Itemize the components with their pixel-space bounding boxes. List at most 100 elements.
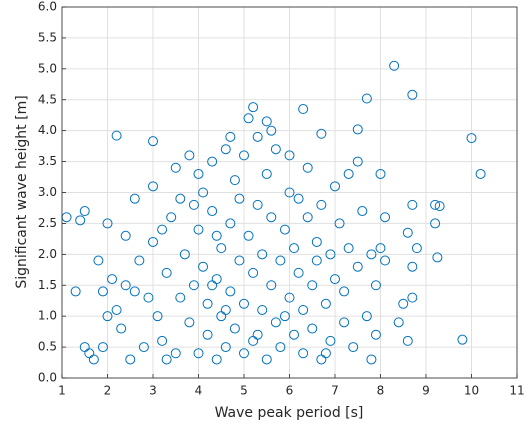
scatter-point xyxy=(243,113,254,124)
scatter-point xyxy=(157,224,168,235)
y-tick-label: 4.0 xyxy=(38,123,57,137)
scatter-point xyxy=(225,286,236,297)
scatter-point xyxy=(220,144,231,155)
y-tick-label: 6.0 xyxy=(38,0,57,14)
scatter-point xyxy=(407,292,418,303)
scatter-point xyxy=(466,133,477,144)
scatter-point xyxy=(75,215,86,226)
scatter-point xyxy=(330,181,340,192)
scatter-point xyxy=(120,280,131,291)
y-tick-label: 2.0 xyxy=(38,247,57,261)
x-tick-label: 10 xyxy=(464,384,479,398)
scatter-point xyxy=(320,348,331,359)
scatter-point xyxy=(207,280,218,291)
x-axis-label: Wave peak period [s] xyxy=(215,405,364,421)
scatter-point xyxy=(257,304,268,315)
scatter-point xyxy=(107,274,118,285)
scatter-point xyxy=(239,150,249,161)
scatter-point xyxy=(298,348,309,359)
y-tick-label: 0.5 xyxy=(38,340,57,354)
scatter-point xyxy=(97,286,108,297)
scatter-point xyxy=(375,168,386,179)
scatter-point xyxy=(111,130,122,141)
scatter-point xyxy=(298,104,309,115)
scatter-point xyxy=(261,168,272,179)
scatter-point xyxy=(97,342,108,353)
scatter-point xyxy=(225,218,236,229)
scatter-point xyxy=(343,168,354,179)
scatter-point xyxy=(411,243,422,254)
scatter-point xyxy=(125,354,136,365)
scatter-point xyxy=(380,255,391,266)
scatter-point xyxy=(148,136,158,147)
scatter-point xyxy=(298,304,309,315)
x-tick-label: 4 xyxy=(195,384,203,398)
scatter-point xyxy=(166,212,177,223)
scatter-point xyxy=(202,298,213,309)
scatter-point xyxy=(293,267,304,278)
tick-labels: 1 2 3 4 5 6 7 8 9 10 11 0.0 0.5 1.0 1.5 2.0 2.5 3.0 3.5 4.0… xyxy=(38,0,525,398)
scatter-point xyxy=(248,102,259,113)
scatter-point xyxy=(375,243,386,254)
scatter-point xyxy=(302,212,313,223)
scatter-point xyxy=(330,274,340,285)
axes-box xyxy=(61,6,518,379)
scatter-point xyxy=(161,354,172,365)
scatter-point xyxy=(284,187,295,198)
scatter-point xyxy=(239,298,249,309)
scatter-point xyxy=(129,193,140,204)
x-tick-label: 6 xyxy=(286,384,294,398)
scatter-point xyxy=(430,218,441,229)
scatter-point xyxy=(193,168,204,179)
scatter-point xyxy=(129,286,140,297)
scatter-point xyxy=(102,218,113,229)
scatter-point xyxy=(216,243,227,254)
scatter-point xyxy=(339,286,350,297)
scatter-point xyxy=(211,354,222,365)
scatter-point xyxy=(407,199,418,210)
scatter-point xyxy=(402,335,413,346)
scatter-point xyxy=(161,267,172,278)
scatter-point xyxy=(102,311,113,322)
scatter-point xyxy=(170,162,181,173)
scatter-point xyxy=(220,342,231,353)
scatter-point xyxy=(402,227,413,238)
scatter-point xyxy=(198,261,209,272)
scatter-point xyxy=(229,175,240,186)
scatter-point xyxy=(234,193,245,204)
scatter-point xyxy=(475,168,486,179)
scatter-point xyxy=(88,354,99,365)
scatter-point xyxy=(302,162,313,173)
scatter-point xyxy=(234,255,245,266)
y-tick-label: 5.0 xyxy=(38,61,57,75)
scatter-point xyxy=(138,342,149,353)
scatter-point xyxy=(184,317,195,328)
scatter-point xyxy=(70,286,81,297)
scatter-point xyxy=(407,261,418,272)
scatter-point xyxy=(270,144,281,155)
scatter-point xyxy=(252,199,263,210)
scatter-point xyxy=(325,335,336,346)
scatter-point xyxy=(179,249,190,260)
scatter-point xyxy=(266,280,277,291)
scatter-point xyxy=(188,199,199,210)
scatter-point xyxy=(261,354,272,365)
scatter-point xyxy=(289,243,300,254)
scatter-point xyxy=(361,311,372,322)
scatter-point xyxy=(211,230,222,241)
x-tick-label: 7 xyxy=(331,384,339,398)
y-tick-label: 2.5 xyxy=(38,216,57,230)
scatter-point xyxy=(202,329,213,340)
scatter-point xyxy=(366,354,377,365)
y-tick-label: 3.5 xyxy=(38,154,57,168)
x-tick-label: 11 xyxy=(509,384,524,398)
scatter-point xyxy=(457,334,468,345)
x-tick-label: 5 xyxy=(240,384,248,398)
scatter-point xyxy=(432,252,443,263)
scatter-point xyxy=(79,342,90,353)
scatter-point xyxy=(289,329,300,340)
scatter-point xyxy=(116,323,127,334)
scatter-point xyxy=(248,267,259,278)
scatter-point xyxy=(366,249,377,260)
scatter-point xyxy=(316,128,327,139)
